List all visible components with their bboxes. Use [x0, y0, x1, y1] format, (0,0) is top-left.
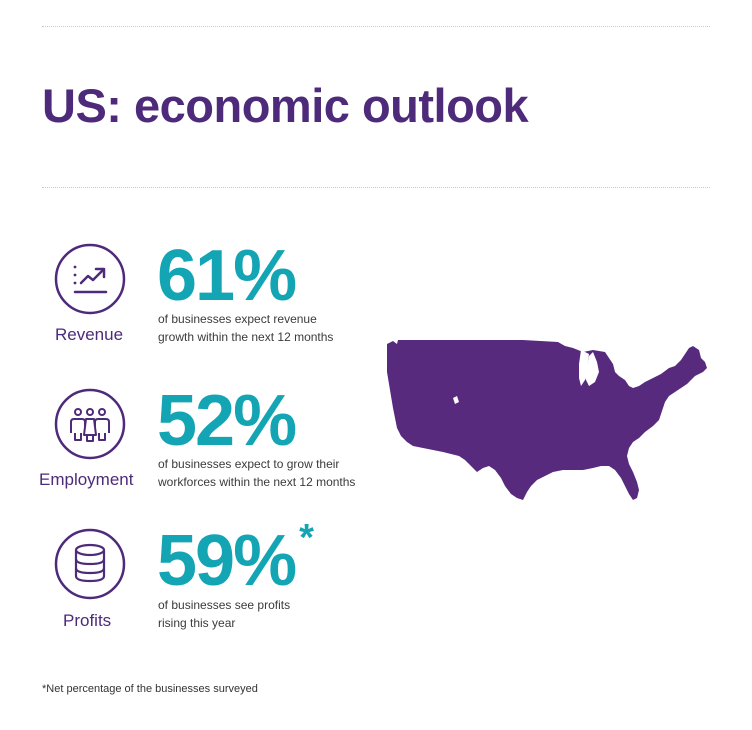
stat-value: 59% *: [157, 517, 314, 601]
stat-value: 61%: [157, 236, 297, 316]
footnote: *Net percentage of the businesses survey…: [42, 683, 258, 695]
stat-description: of businesses expect to grow their workf…: [158, 457, 356, 489]
stat-label: Revenue: [55, 325, 124, 344]
people-group-icon: [54, 388, 126, 460]
chart-trend-up-icon: [54, 243, 126, 315]
us-map-silhouette: [387, 340, 707, 500]
stat-label: Profits: [63, 611, 112, 630]
asterisk: *: [299, 517, 314, 559]
stat-description: of businesses expect revenue growth with…: [158, 312, 334, 344]
stat-value: 52%: [157, 381, 297, 461]
top-divider: [42, 26, 710, 27]
coin-stack-icon: [54, 528, 126, 600]
page-title: US: economic outlook: [42, 79, 529, 132]
stat-description: of businesses see profits rising this ye…: [158, 598, 291, 630]
stat-label: Employment: [39, 470, 134, 489]
title-divider: [42, 187, 710, 188]
